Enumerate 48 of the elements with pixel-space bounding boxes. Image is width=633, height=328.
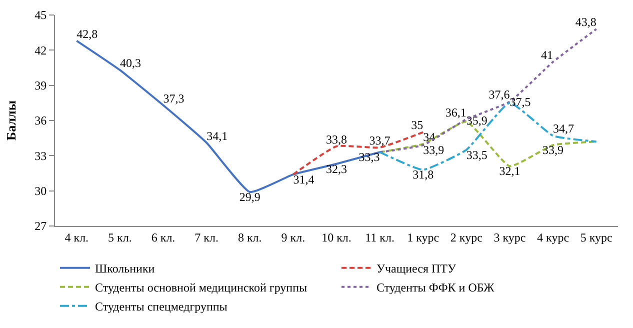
data-label: 29,9 (239, 190, 260, 204)
data-label: 36,1 (445, 105, 466, 120)
x-tick-label: 9 кл. (281, 230, 306, 244)
data-label: 40,3 (120, 56, 141, 70)
data-label: 34,7 (553, 122, 574, 136)
x-tick-label: 4 курс (537, 230, 570, 244)
data-label: 31,8 (412, 168, 434, 182)
data-label: 35 (411, 118, 424, 132)
y-tick-label: 45 (34, 8, 47, 22)
y-tick-label: 42 (34, 43, 47, 58)
x-tick-label: 7 кл. (194, 230, 218, 244)
y-tick-label: 27 (34, 219, 47, 234)
x-tick-label: 6 кл. (151, 230, 176, 244)
x-tick-label: 1 курс (407, 230, 440, 244)
data-label: 32,1 (499, 164, 520, 178)
legend-label: Студенты ФФК и ОБЖ (376, 280, 494, 295)
x-tick-label: 10 кл. (322, 230, 352, 244)
data-label: 37,6 (488, 88, 510, 102)
data-label: 35,9 (466, 114, 488, 128)
x-tick-label: 8 кл. (238, 230, 262, 244)
data-label: 33,9 (542, 143, 564, 158)
data-label: 33,9 (423, 143, 444, 158)
y-tick-label: 33 (34, 148, 47, 163)
x-tick-label: 2 курс (450, 230, 482, 244)
y-tick-label: 36 (34, 114, 47, 128)
data-label: 42,8 (76, 26, 98, 41)
legend-label: Студенты основной медицинской группы (95, 280, 308, 295)
data-label: 33,8 (326, 132, 347, 146)
data-label: 33,7 (369, 133, 390, 148)
y-tick-label: 39 (34, 78, 47, 93)
data-label: 41 (541, 48, 554, 62)
data-label: 31,4 (293, 172, 314, 186)
x-tick-label: 11 кл. (365, 230, 394, 244)
data-label: 32,3 (326, 162, 347, 176)
data-label: 43,8 (575, 15, 596, 30)
x-tick-label: 3 курс (494, 230, 526, 244)
y-axis-title: Баллы (4, 100, 19, 140)
y-tick-label: 30 (34, 184, 47, 198)
legend-label: Студенты спецмедгруппы (95, 300, 228, 314)
data-label: 33,5 (466, 148, 488, 162)
legend-label: Учащиеся ПТУ (376, 262, 456, 276)
data-label: 37,5 (510, 94, 531, 109)
legend-label: Школьники (95, 262, 156, 276)
data-label: 34,1 (206, 128, 228, 143)
x-tick-label: 4 кл. (64, 230, 89, 244)
x-tick-label: 5 кл. (108, 230, 132, 244)
data-label: 37,3 (163, 91, 184, 106)
x-tick-label: 5 курс (580, 230, 612, 244)
